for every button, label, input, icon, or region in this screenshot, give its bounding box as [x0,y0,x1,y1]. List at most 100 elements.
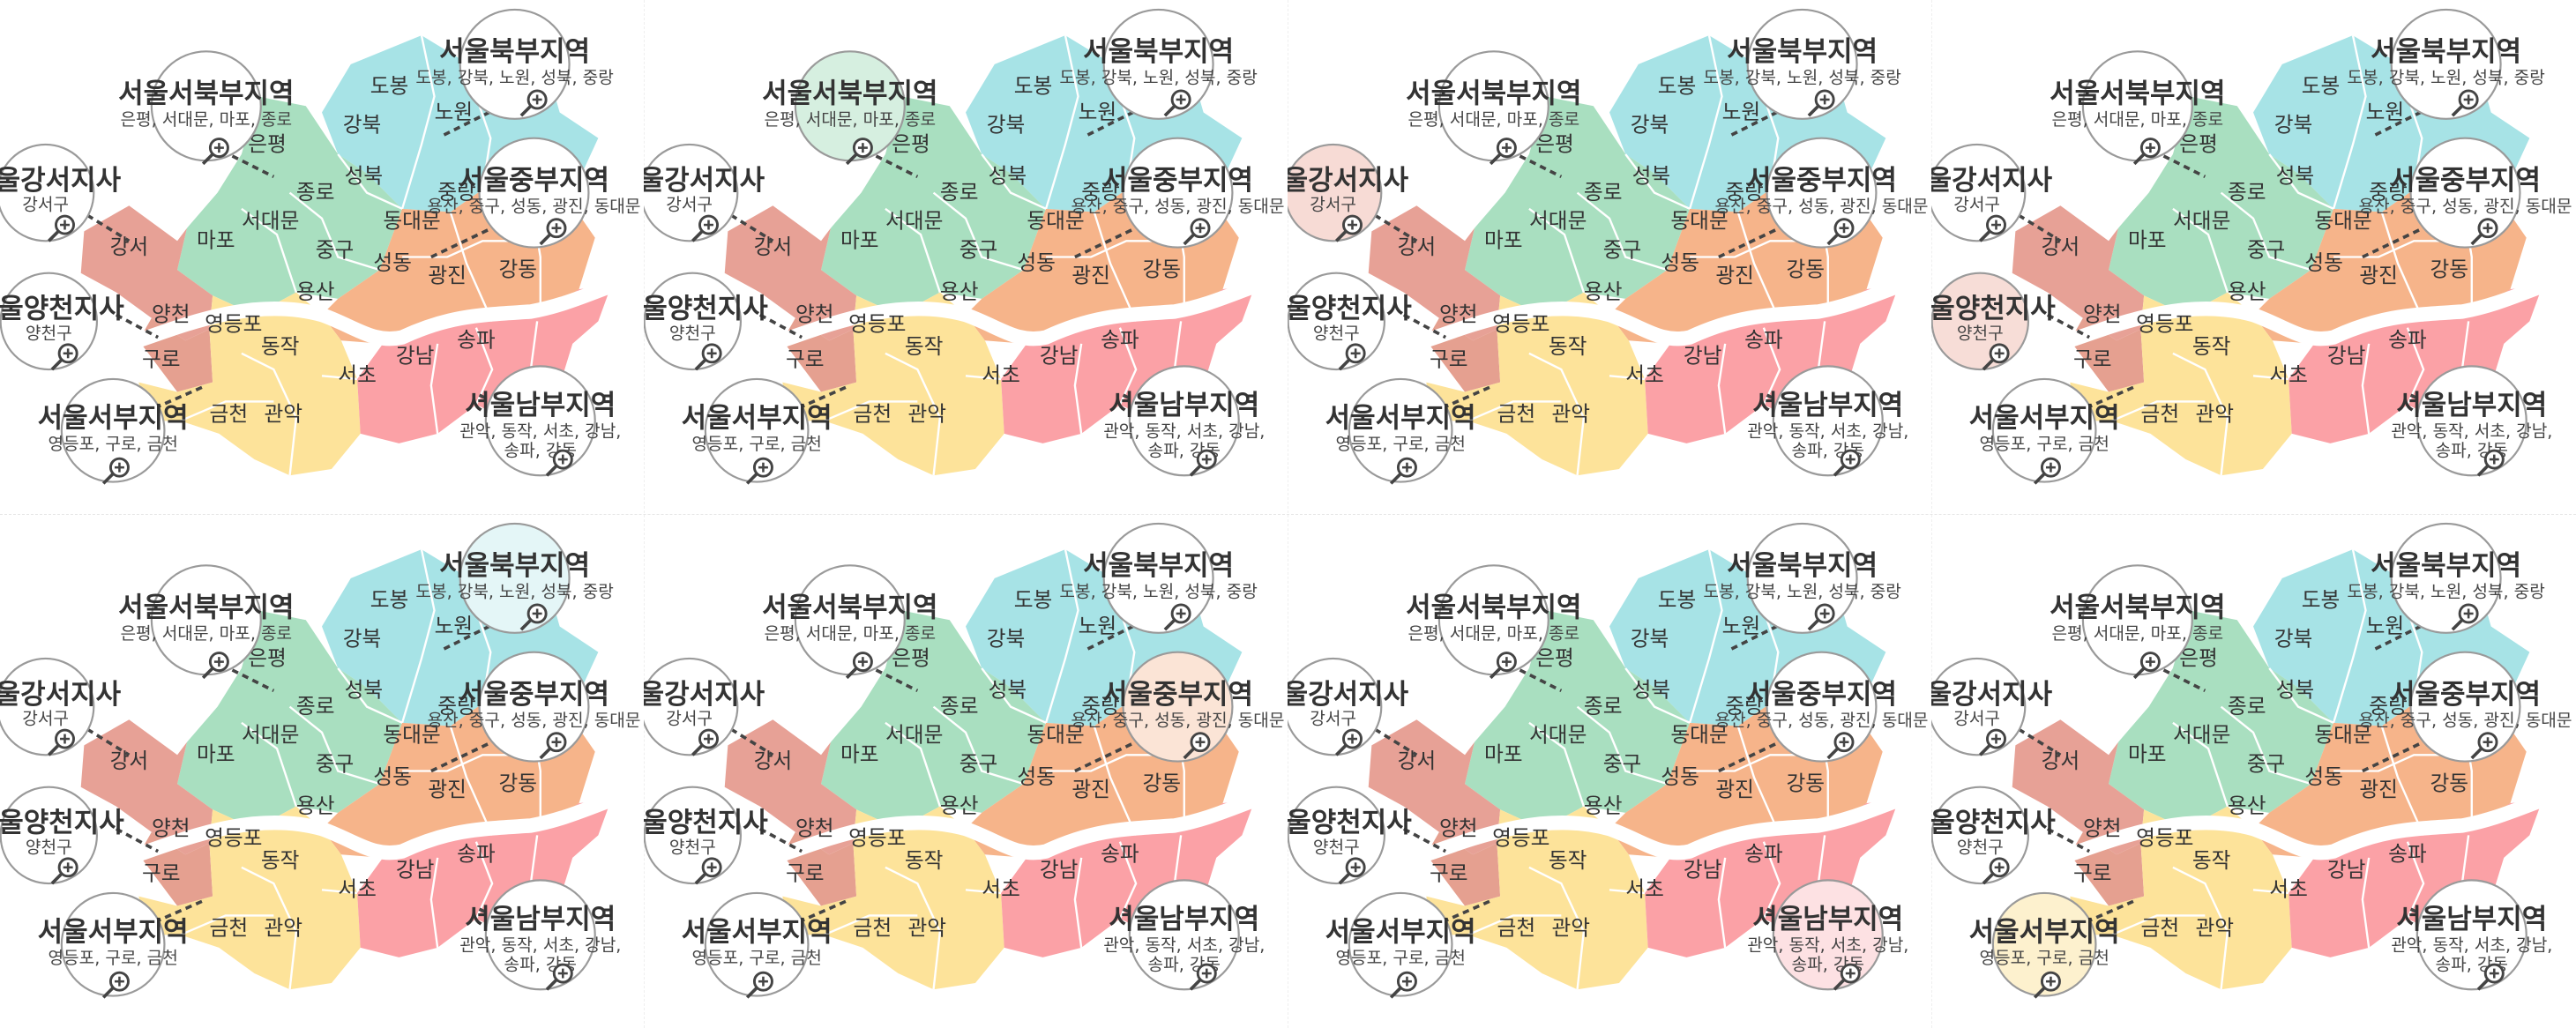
zoom-in-icon[interactable] [519,603,548,631]
office-bubble-center[interactable]: 서울중부지역 용산, 중구, 성동, 광진, 동대문 [1714,651,1928,763]
office-bubble-north[interactable]: 서울북부지역 도봉, 강북, 노원, 성북, 중랑 [415,522,614,634]
office-bubble-north[interactable]: 서울북부지역 도봉, 강북, 노원, 성북, 중랑 [2347,8,2545,120]
office-bubble-north[interactable]: 서울북부지역 도봉, 강북, 노원, 성북, 중랑 [2347,522,2545,634]
office-bubble-northwest[interactable]: 서울서북부지역 은평, 서대문, 마포, 종로 [1406,564,1582,680]
office-bubble-southwest[interactable]: 서울서부지역 영등포, 구로, 금천 [1969,891,2120,999]
office-bubble-center[interactable]: 서울중부지역 용산, 중구, 성동, 광진, 동대문 [427,137,640,249]
zoom-in-icon[interactable] [845,138,873,166]
office-bubble-yangcheon[interactable]: 서울양천지사 양천구 [1931,272,2056,371]
zoom-in-icon[interactable] [539,732,567,760]
office-bubble-yangcheon[interactable]: 서울양천지사 양천구 [1288,786,1412,885]
zoom-in-icon[interactable] [1183,218,1211,246]
region-gangseo[interactable] [724,719,857,855]
zoom-in-icon[interactable] [545,963,573,991]
office-bubble-north[interactable]: 서울북부지역 도봉, 강북, 노원, 성북, 중랑 [415,8,614,120]
region-southwest[interactable] [2070,806,2292,990]
zoom-in-icon[interactable] [1807,603,1835,631]
office-bubble-south[interactable]: 서울남부지역 관악, 동작, 서초, 강남, 송파, 강동 [1747,365,1908,477]
zoom-in-icon[interactable] [1189,963,1217,991]
zoom-in-icon[interactable] [691,214,719,242]
office-bubble-northwest[interactable]: 서울서북부지역 은평, 서대문, 마포, 종로 [2050,564,2226,680]
zoom-in-icon[interactable] [201,138,229,166]
zoom-in-icon[interactable] [2132,652,2161,680]
zoom-in-icon[interactable] [1833,449,1861,477]
office-bubble-south[interactable]: 서울남부지역 관악, 동작, 서초, 강남, 송파, 강동 [2391,365,2552,477]
office-bubble-gangseo[interactable]: 서울강서지사 강서구 [0,657,122,756]
zoom-in-icon[interactable] [1183,732,1211,760]
zoom-in-icon[interactable] [1807,89,1835,117]
zoom-in-icon[interactable] [1982,343,2010,371]
office-bubble-center[interactable]: 서울중부지역 용산, 중구, 성동, 광진, 동대문 [427,651,640,763]
office-bubble-center[interactable]: 서울중부지역 용산, 중구, 성동, 광진, 동대문 [1714,137,1928,249]
zoom-in-icon[interactable] [2132,138,2161,166]
zoom-in-icon[interactable] [50,857,78,885]
office-bubble-north[interactable]: 서울북부지역 도봉, 강북, 노원, 성북, 중랑 [1703,522,1901,634]
zoom-in-icon[interactable] [694,343,722,371]
office-bubble-northwest[interactable]: 서울서북부지역 은평, 서대문, 마포, 종로 [2050,50,2226,166]
zoom-in-icon[interactable] [2451,89,2479,117]
zoom-in-icon[interactable] [1489,138,1517,166]
zoom-in-icon[interactable] [2451,603,2479,631]
zoom-in-icon[interactable] [50,343,78,371]
region-south[interactable] [1001,286,1255,443]
office-bubble-northwest[interactable]: 서울서북부지역 은평, 서대문, 마포, 종로 [118,564,295,680]
zoom-in-icon[interactable] [47,728,75,756]
zoom-in-icon[interactable] [539,218,567,246]
office-bubble-gangseo[interactable]: 서울강서지사 강서구 [644,657,765,756]
office-bubble-center[interactable]: 서울중부지역 용산, 중구, 성동, 광진, 동대문 [1071,137,1284,249]
office-bubble-southwest[interactable]: 서울서부지역 영등포, 구로, 금천 [1969,377,2120,485]
region-gangseo[interactable] [1368,205,1501,341]
office-bubble-yangcheon[interactable]: 서울양천지사 양천구 [1288,272,1412,371]
region-gangseo[interactable] [80,205,213,341]
zoom-in-icon[interactable] [1334,728,1363,756]
region-gangseo[interactable] [80,719,213,855]
zoom-in-icon[interactable] [1334,214,1363,242]
office-bubble-center[interactable]: 서울중부지역 용산, 중구, 성동, 광진, 동대문 [2358,651,2572,763]
zoom-in-icon[interactable] [47,214,75,242]
zoom-in-icon[interactable] [1826,218,1855,246]
zoom-in-icon[interactable] [101,971,130,999]
zoom-in-icon[interactable] [2470,218,2498,246]
office-bubble-gangseo[interactable]: 서울강서지사 강서구 [0,143,122,242]
zoom-in-icon[interactable] [2033,457,2061,485]
zoom-in-icon[interactable] [2033,971,2061,999]
zoom-in-icon[interactable] [1163,89,1191,117]
zoom-in-icon[interactable] [1389,971,1417,999]
zoom-in-icon[interactable] [1489,652,1517,680]
zoom-in-icon[interactable] [691,728,719,756]
zoom-in-icon[interactable] [1978,728,2006,756]
zoom-in-icon[interactable] [1338,343,1366,371]
office-bubble-yangcheon[interactable]: 서울양천지사 양천구 [0,272,124,371]
region-southwest[interactable] [138,806,361,990]
region-south[interactable] [1001,800,1255,957]
office-bubble-southwest[interactable]: 서울서부지역 영등포, 구로, 금천 [1325,891,1476,999]
office-bubble-south[interactable]: 서울남부지역 관악, 동작, 서초, 강남, 송파, 강동 [2391,879,2552,991]
office-bubble-south[interactable]: 서울남부지역 관악, 동작, 서초, 강남, 송파, 강동 [1103,365,1265,477]
region-southwest[interactable] [782,292,1004,476]
office-bubble-northwest[interactable]: 서울서북부지역 은평, 서대문, 마포, 종로 [118,50,295,166]
zoom-in-icon[interactable] [694,857,722,885]
office-bubble-southwest[interactable]: 서울서부지역 영등포, 구로, 금천 [682,377,833,485]
office-bubble-gangseo[interactable]: 서울강서지사 강서구 [1288,143,1409,242]
region-southwest[interactable] [1426,806,1648,990]
region-southwest[interactable] [2070,292,2292,476]
office-bubble-northwest[interactable]: 서울서북부지역 은평, 서대문, 마포, 종로 [762,564,938,680]
zoom-in-icon[interactable] [519,89,548,117]
zoom-in-icon[interactable] [1982,857,2010,885]
office-bubble-gangseo[interactable]: 서울강서지사 강서구 [1931,143,2053,242]
office-bubble-south[interactable]: 서울남부지역 관악, 동작, 서초, 강남, 송파, 강동 [459,879,621,991]
zoom-in-icon[interactable] [1978,214,2006,242]
office-bubble-center[interactable]: 서울중부지역 용산, 중구, 성동, 광진, 동대문 [1071,651,1284,763]
office-bubble-northwest[interactable]: 서울서북부지역 은평, 서대문, 마포, 종로 [1406,50,1582,166]
office-bubble-northwest[interactable]: 서울서북부지역 은평, 서대문, 마포, 종로 [762,50,938,166]
region-south[interactable] [1645,286,1899,443]
office-bubble-yangcheon[interactable]: 서울양천지사 양천구 [1931,786,2056,885]
office-bubble-south[interactable]: 서울남부지역 관악, 동작, 서초, 강남, 송파, 강동 [459,365,621,477]
region-south[interactable] [357,286,611,443]
region-south[interactable] [357,800,611,957]
office-bubble-yangcheon[interactable]: 서울양천지사 양천구 [644,272,768,371]
office-bubble-southwest[interactable]: 서울서부지역 영등포, 구로, 금천 [38,891,189,999]
office-bubble-southwest[interactable]: 서울서부지역 영등포, 구로, 금천 [38,377,189,485]
region-south[interactable] [1645,800,1899,957]
region-south[interactable] [2289,286,2542,443]
